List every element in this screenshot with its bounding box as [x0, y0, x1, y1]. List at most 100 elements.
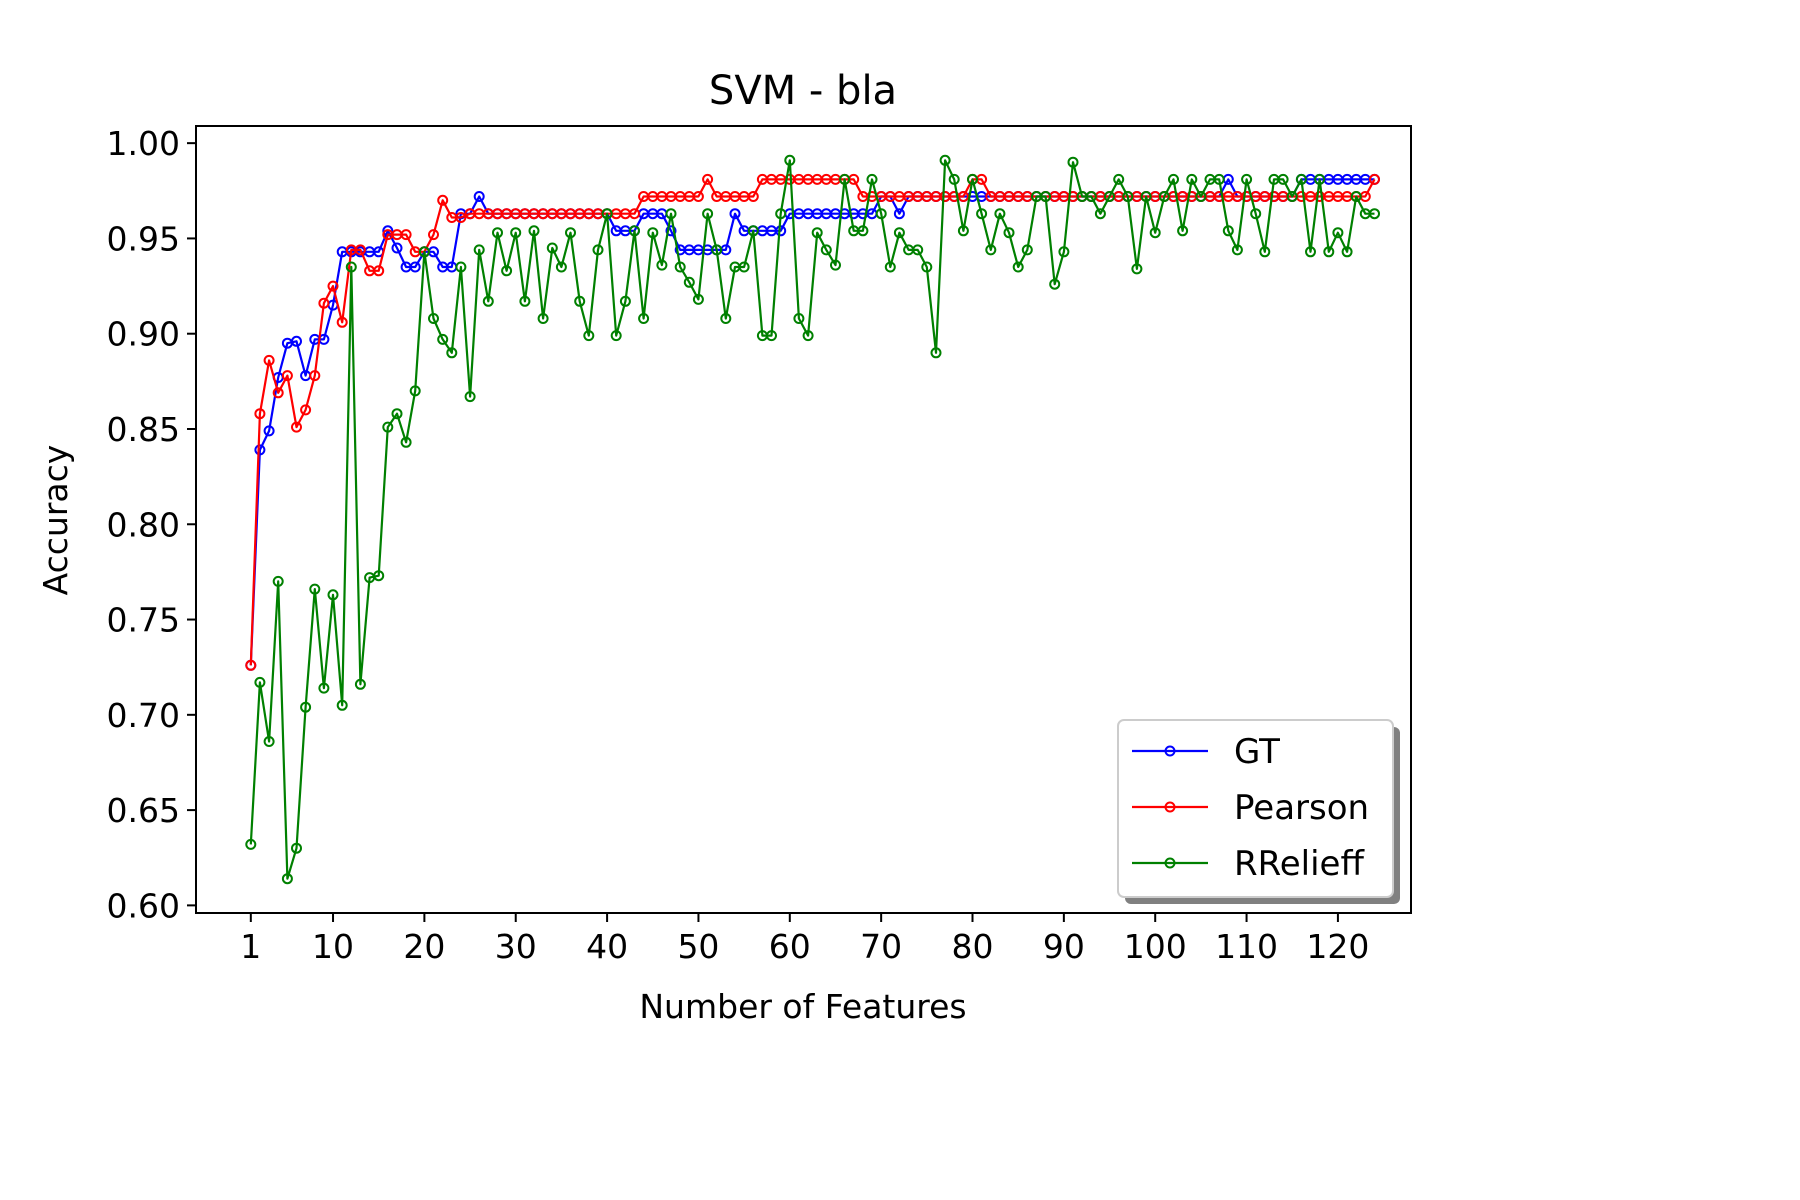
- data-point: [747, 225, 759, 237]
- data-point: [1040, 191, 1052, 202]
- data-point: [254, 676, 266, 688]
- data-point: [912, 244, 924, 256]
- data-point: [382, 421, 394, 433]
- data-point: [309, 370, 321, 382]
- y-tick-label: 0.70: [107, 696, 180, 735]
- x-tick-label: 50: [677, 927, 719, 966]
- data-point: [391, 242, 403, 254]
- data-point: [263, 425, 275, 437]
- data-point: [1140, 191, 1152, 202]
- legend-marker: [1164, 801, 1176, 813]
- data-point: [1177, 225, 1189, 237]
- data-point: [492, 227, 503, 239]
- data-point: [519, 295, 531, 307]
- y-tick-label: 0.80: [107, 505, 180, 544]
- data-point: [327, 280, 339, 292]
- data-point: [720, 313, 732, 324]
- data-point: [1369, 208, 1380, 220]
- x-tick-label: 70: [860, 927, 902, 966]
- data-point: [464, 391, 476, 403]
- data-point: [428, 313, 439, 324]
- data-point: [354, 678, 366, 690]
- data-point: [309, 583, 321, 595]
- data-point: [784, 154, 796, 166]
- data-point: [811, 227, 823, 239]
- data-point: [647, 227, 659, 239]
- data-point: [1231, 244, 1243, 256]
- data-point: [702, 208, 714, 220]
- data-point: [1341, 246, 1353, 258]
- data-point: [1323, 246, 1335, 258]
- data-point: [1021, 244, 1033, 256]
- data-point: [1305, 246, 1316, 258]
- data-point: [939, 154, 951, 166]
- data-point: [574, 295, 586, 307]
- data-point: [254, 444, 266, 456]
- data-point: [428, 229, 439, 241]
- data-point: [1250, 208, 1262, 220]
- y-tick-label: 0.75: [107, 601, 180, 640]
- data-point: [400, 229, 412, 241]
- data-point: [985, 244, 997, 256]
- x-tick-label: 90: [1043, 927, 1085, 966]
- data-point: [418, 246, 430, 258]
- legend-marker: [1164, 745, 1176, 757]
- data-point: [272, 575, 284, 587]
- data-point: [875, 208, 887, 220]
- y-tick-label: 1.00: [107, 124, 180, 163]
- data-point: [747, 191, 759, 202]
- data-point: [1049, 278, 1061, 290]
- data-point: [610, 330, 622, 342]
- data-point: [336, 316, 348, 328]
- data-point: [555, 261, 567, 273]
- data-point: [1003, 227, 1015, 239]
- data-point: [409, 261, 421, 273]
- data-point: [893, 227, 905, 239]
- data-point: [291, 335, 302, 347]
- data-point: [254, 408, 266, 420]
- data-point: [473, 191, 485, 202]
- data-point: [473, 244, 485, 256]
- data-point: [400, 436, 412, 448]
- data-point: [300, 701, 312, 713]
- data-point: [601, 208, 613, 220]
- data-point: [437, 333, 449, 345]
- data-point: [528, 225, 540, 237]
- data-point: [1158, 191, 1170, 202]
- data-point: [1286, 191, 1298, 202]
- x-axis-ticks: 1 10 20 30 40 50 60 70 80 90 100 110 120: [240, 913, 1369, 966]
- data-point: [766, 330, 777, 342]
- data-point: [409, 385, 421, 397]
- data-point: [619, 295, 631, 307]
- data-point: [1094, 208, 1106, 220]
- y-axis-ticks: 0.60 0.65 0.70 0.75 0.80 0.85 0.90 0.95 1.00: [107, 124, 196, 925]
- x-tick-label: 10: [312, 927, 354, 966]
- data-point: [1085, 191, 1097, 202]
- data-point: [1314, 173, 1326, 185]
- data-point: [583, 330, 595, 342]
- y-tick-label: 0.95: [107, 219, 180, 258]
- data-point: [592, 244, 604, 256]
- x-tick-label: 100: [1124, 927, 1187, 966]
- data-point: [1168, 173, 1179, 185]
- data-point: [711, 244, 723, 256]
- series-rrelieff: [245, 154, 1380, 885]
- data-point: [482, 295, 494, 307]
- x-tick-label: 1: [240, 927, 261, 966]
- data-point: [629, 225, 640, 237]
- data-point: [546, 242, 558, 254]
- data-point: [921, 261, 933, 273]
- data-point: [857, 225, 869, 237]
- data-point: [967, 173, 978, 185]
- x-tick-label: 80: [952, 927, 994, 966]
- data-point: [1350, 191, 1362, 202]
- data-point: [1012, 261, 1024, 273]
- data-point: [994, 208, 1006, 220]
- data-point: [537, 313, 549, 324]
- data-point: [1067, 156, 1079, 168]
- y-tick-label: 0.60: [107, 886, 180, 925]
- data-point: [281, 370, 293, 382]
- data-point: [446, 347, 458, 359]
- data-point: [354, 244, 366, 256]
- data-point: [830, 259, 841, 271]
